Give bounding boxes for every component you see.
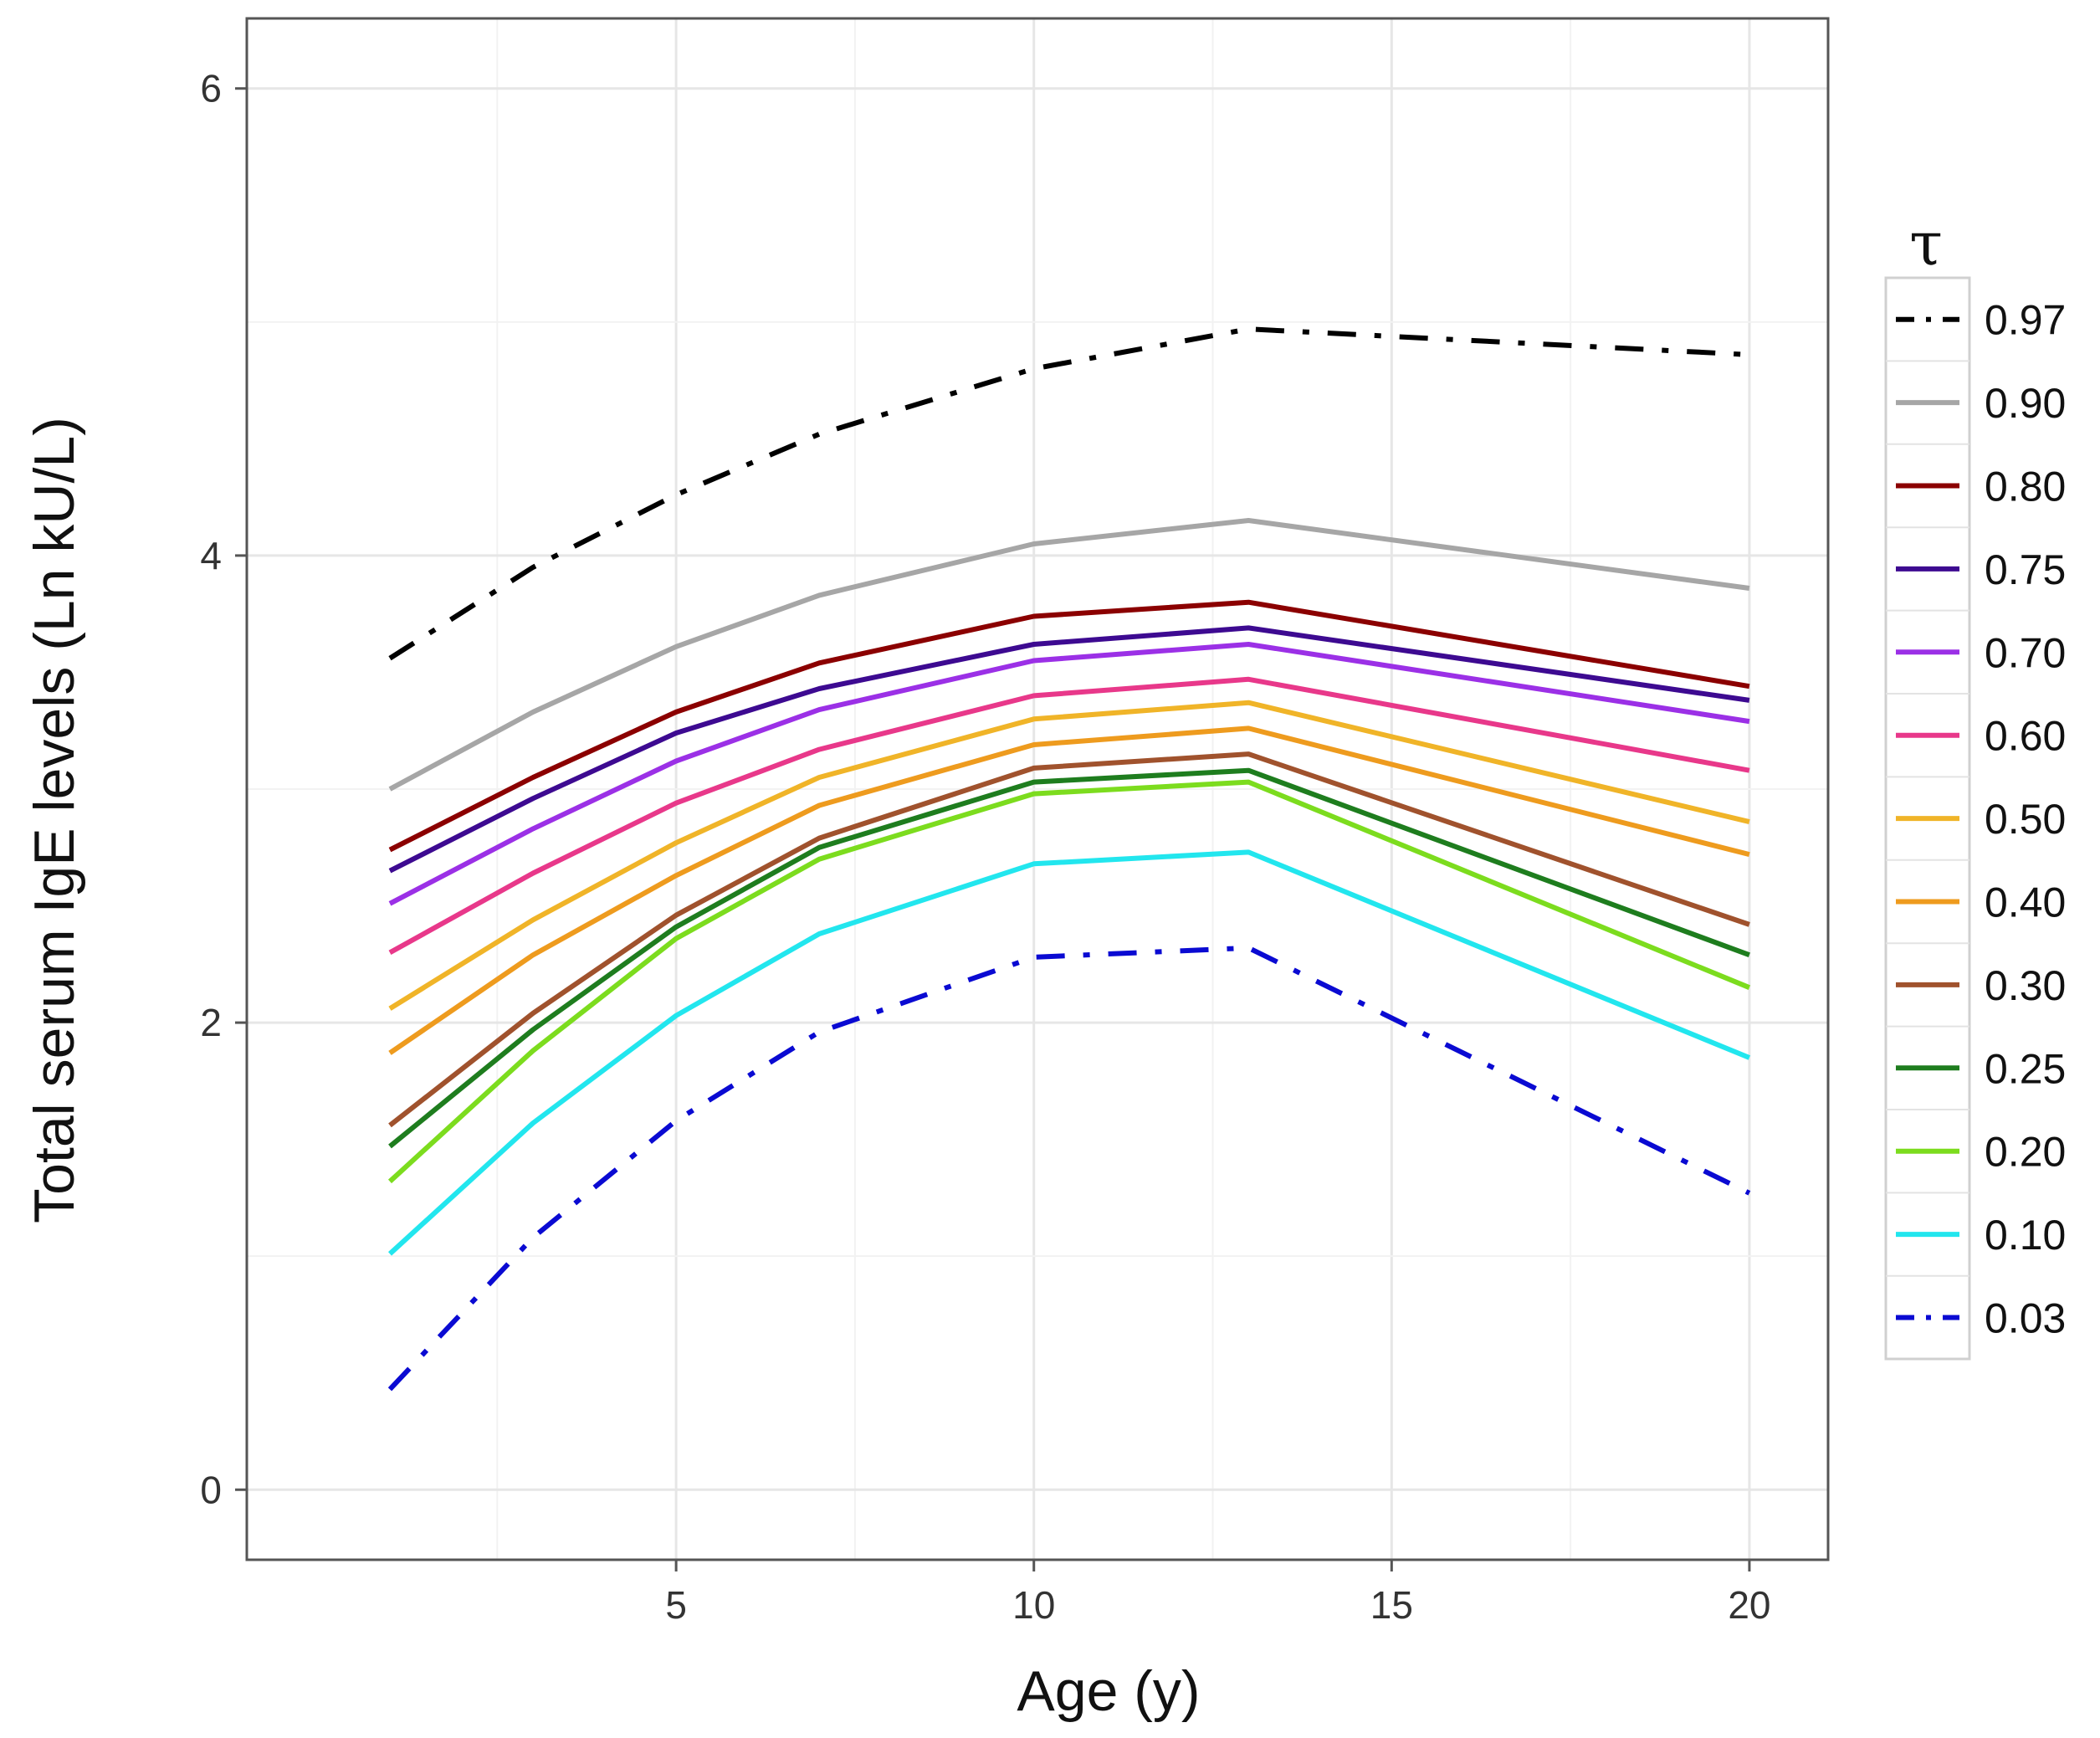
y-tick-label: 0 [200, 1468, 222, 1511]
x-tick-label: 20 [1728, 1583, 1770, 1627]
series-line-0_50 [388, 700, 1750, 1011]
legend-label: 0.50 [1985, 796, 2066, 843]
legend-label: 0.75 [1985, 546, 2066, 593]
legend-label: 0.60 [1985, 713, 2066, 760]
legend-label: 0.97 [1985, 297, 2066, 344]
legend: τ 0.97 0.90 0.80 0.75 0.70 0.60 0.50 0.40 0.30 0.… [1884, 208, 2066, 1361]
y-tick-label: 4 [200, 534, 222, 577]
y-tick-label: 2 [200, 1001, 222, 1044]
series-line-0_70 [388, 642, 1750, 906]
y-axis-title: Total serum IgE levels (Ln kU/L) [23, 417, 86, 1223]
legend-label: 0.10 [1985, 1212, 2066, 1259]
legend-label: 0.80 [1985, 464, 2066, 510]
series-line-0_60 [388, 676, 1750, 956]
y-tick-label: 6 [200, 67, 222, 110]
series-line-0_80 [388, 599, 1750, 853]
series-line-0_25 [388, 767, 1750, 1149]
series-line-0_20 [387, 779, 1751, 1184]
legend-label: 0.70 [1985, 629, 2066, 676]
plot-panel-border [245, 17, 1830, 1561]
series-line-0_30 [388, 751, 1750, 1128]
legend-label: 0.40 [1985, 879, 2066, 926]
series-line-0_75 [388, 625, 1750, 874]
x-tick-label: 15 [1370, 1583, 1413, 1627]
series-line-0_97 [388, 326, 1750, 661]
legend-label: 0.30 [1985, 962, 2066, 1009]
legend-label: 0.20 [1985, 1129, 2066, 1176]
legend-label: 0.03 [1985, 1295, 2066, 1342]
series-line-0_40 [388, 725, 1750, 1055]
x-tick-label: 10 [1012, 1583, 1055, 1627]
legend-title: τ [1909, 208, 1943, 279]
axes: 5 10 15 20 0 2 4 6 [200, 67, 1770, 1627]
series-lines [387, 326, 1751, 1392]
series-line-0_90 [388, 518, 1750, 792]
legend-label: 0.25 [1985, 1045, 2066, 1092]
x-tick-label: 5 [665, 1583, 687, 1627]
x-axis-title: Age (y) [1017, 1659, 1200, 1723]
series-line-0_10 [387, 849, 1751, 1256]
legend-label: 0.90 [1985, 380, 2066, 427]
